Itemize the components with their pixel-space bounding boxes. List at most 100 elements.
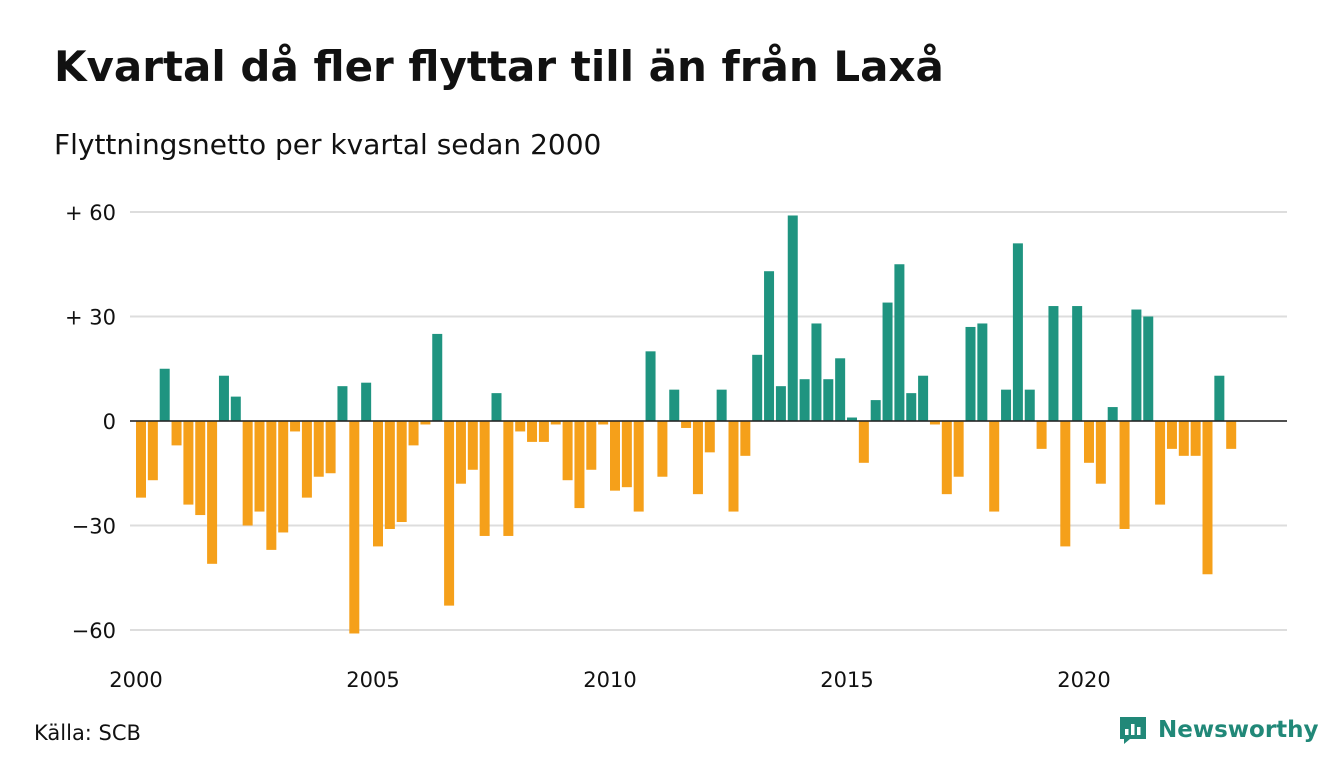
bar-68 bbox=[941, 421, 952, 495]
bar-65 bbox=[906, 393, 917, 421]
bar-85 bbox=[1143, 316, 1154, 421]
bar-30 bbox=[491, 393, 502, 421]
bar-17 bbox=[337, 386, 348, 421]
bar-45 bbox=[669, 389, 680, 421]
bar-63 bbox=[882, 302, 893, 421]
bar-41 bbox=[621, 421, 632, 488]
y-tick-label-1: + 30 bbox=[65, 306, 116, 330]
bar-33 bbox=[527, 421, 538, 442]
bar-57 bbox=[811, 323, 822, 421]
bar-36 bbox=[562, 421, 573, 481]
bar-26 bbox=[444, 421, 455, 606]
bar-21 bbox=[384, 421, 395, 529]
bar-20 bbox=[373, 421, 383, 547]
bar-1 bbox=[147, 421, 158, 481]
bar-46 bbox=[681, 421, 692, 428]
bar-29 bbox=[479, 421, 490, 536]
bar-74 bbox=[1012, 243, 1023, 421]
bar-6 bbox=[207, 421, 218, 564]
x-tick-label-2: 2010 bbox=[583, 668, 636, 692]
y-tick-label-4: −60 bbox=[72, 619, 116, 643]
bar-78 bbox=[1060, 421, 1071, 547]
bar-49 bbox=[716, 389, 727, 421]
bar-5 bbox=[195, 421, 206, 516]
bar-28 bbox=[467, 421, 478, 470]
bar-22 bbox=[396, 421, 407, 523]
chart-subtitle: Flyttningsnetto per kvartal sedan 2000 bbox=[54, 128, 602, 161]
bar-61 bbox=[858, 421, 869, 463]
bar-16 bbox=[325, 421, 336, 474]
newsworthy-logo-icon bbox=[1120, 717, 1146, 744]
bar-18 bbox=[349, 421, 360, 634]
chart-title: Kvartal då fler flyttar till än från Lax… bbox=[54, 42, 944, 91]
bar-11 bbox=[266, 421, 277, 550]
bar-15 bbox=[313, 421, 324, 477]
bar-39 bbox=[598, 421, 609, 425]
bar-51 bbox=[740, 421, 751, 456]
bar-44 bbox=[657, 421, 668, 477]
bar-35 bbox=[550, 421, 561, 425]
bar-27 bbox=[455, 421, 466, 484]
bar-72 bbox=[989, 421, 1000, 512]
bar-84 bbox=[1131, 309, 1142, 421]
bar-69 bbox=[953, 421, 964, 477]
bar-0 bbox=[136, 421, 146, 498]
bar-91 bbox=[1214, 375, 1225, 421]
bar-24 bbox=[420, 421, 431, 425]
bar-14 bbox=[301, 421, 312, 498]
x-tick-label-0: 2000 bbox=[109, 668, 162, 692]
bar-54 bbox=[775, 386, 786, 421]
y-tick-label-3: −30 bbox=[72, 515, 116, 539]
bars bbox=[136, 215, 1237, 634]
bar-7 bbox=[218, 375, 229, 421]
x-tick-label-3: 2015 bbox=[820, 668, 873, 692]
bar-37 bbox=[574, 421, 585, 509]
bar-13 bbox=[290, 421, 301, 432]
bar-25 bbox=[432, 333, 443, 421]
bar-66 bbox=[918, 375, 929, 421]
bar-52 bbox=[752, 354, 763, 421]
bar-89 bbox=[1190, 421, 1201, 456]
bar-40 bbox=[610, 421, 620, 491]
bar-70 bbox=[965, 326, 976, 421]
x-tick-label-4: 2020 bbox=[1057, 668, 1110, 692]
bar-64 bbox=[894, 264, 905, 421]
bar-62 bbox=[870, 400, 881, 421]
bar-48 bbox=[704, 421, 715, 453]
axes: + 60 + 30 0 −30 −60 2000 2005 2010 2015 2020 bbox=[65, 201, 1287, 692]
bar-53 bbox=[764, 271, 775, 421]
bar-34 bbox=[538, 421, 549, 442]
bar-71 bbox=[977, 323, 988, 421]
bar-38 bbox=[586, 421, 597, 470]
bar-76 bbox=[1036, 421, 1047, 449]
bar-55 bbox=[787, 215, 798, 421]
bar-12 bbox=[278, 421, 289, 533]
x-tick-label-1: 2005 bbox=[346, 668, 399, 692]
bar-10 bbox=[254, 421, 265, 512]
bar-86 bbox=[1155, 421, 1166, 505]
bar-79 bbox=[1072, 306, 1083, 421]
bar-19 bbox=[361, 382, 372, 421]
bar-32 bbox=[515, 421, 526, 432]
bar-60 bbox=[847, 417, 857, 421]
brand[interactable]: Newsworthy bbox=[1118, 715, 1319, 745]
bar-23 bbox=[408, 421, 419, 446]
bar-43 bbox=[645, 351, 656, 421]
bar-90 bbox=[1202, 421, 1213, 575]
bar-56 bbox=[799, 379, 810, 421]
bar-73 bbox=[1001, 389, 1012, 421]
bar-4 bbox=[183, 421, 194, 505]
bar-8 bbox=[230, 396, 241, 421]
bar-47 bbox=[692, 421, 703, 495]
bar-77 bbox=[1048, 306, 1059, 421]
brand-name: Newsworthy bbox=[1158, 717, 1319, 743]
bar-2 bbox=[159, 368, 170, 421]
source-note: Källa: SCB bbox=[34, 721, 141, 745]
bar-42 bbox=[633, 421, 644, 512]
bar-75 bbox=[1024, 389, 1035, 421]
bar-9 bbox=[242, 421, 253, 526]
bar-81 bbox=[1095, 421, 1106, 484]
bar-59 bbox=[835, 358, 846, 421]
bar-83 bbox=[1119, 421, 1130, 529]
